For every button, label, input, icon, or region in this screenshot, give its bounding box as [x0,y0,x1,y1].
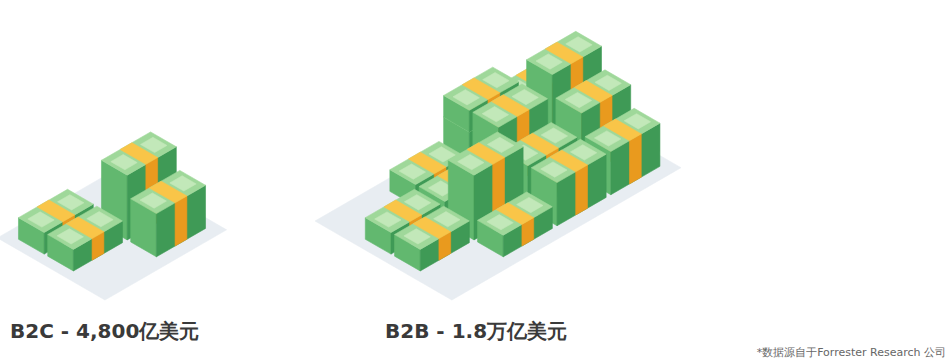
band-top [496,203,534,225]
band-top [66,217,104,239]
pile-body [0,132,227,300]
band-top [384,200,422,222]
band-top [409,152,447,174]
money-pile [315,31,681,300]
band-top [545,42,583,64]
canvas: B2C - 4,800亿美元 B2B - 1.8万亿美元 *数据源自于Forrest… [0,0,952,364]
band-top [413,217,451,239]
money-bundle [478,192,553,257]
bundle-top [101,132,176,175]
bundle-top [448,132,523,175]
band-top [462,78,500,100]
band-top [604,119,642,141]
band-side [175,196,187,246]
band-top [37,200,75,222]
ground-shadow [315,89,681,300]
band-top [521,133,559,155]
bundle-top [531,139,606,182]
source-note: *数据源自于Forrester Research 公司 [757,346,946,359]
category-label: B2B - 1.8万亿美元 [385,319,567,343]
category-label: B2C - 4,800亿美元 [10,319,199,343]
band-top [120,143,158,165]
bundle-top [395,206,470,249]
band-top [492,95,530,117]
money-bundle [395,206,470,271]
bundle-top [527,31,602,74]
bundle-top [131,170,206,213]
band-side [629,134,641,184]
money-pile [0,132,227,300]
pile-body [315,31,681,300]
bundle-top [473,84,548,127]
band-top [575,81,613,103]
bundle-top [48,206,123,249]
money-bundle [48,206,123,271]
money-bundle [131,170,206,256]
band-top [467,143,505,165]
bundle-top [478,192,553,235]
band-side [576,165,588,215]
band-top [149,181,187,203]
band-top [550,150,588,172]
bundle-top [556,70,631,113]
bundle-top [585,108,660,151]
